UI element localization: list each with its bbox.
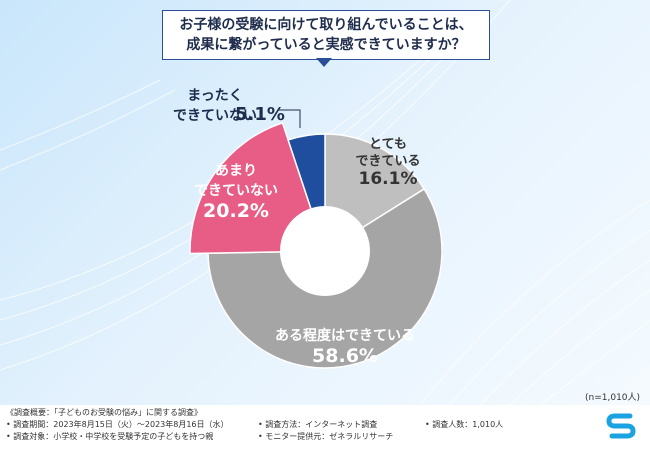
slice-label-1-line-0: ある程度はできている	[275, 327, 415, 344]
donut-hole	[280, 206, 370, 296]
monitor-provider: • モニター提供元：ゼネラルリサーチ	[258, 432, 394, 441]
question-title: お子様の受験に向けて取り組んでいることは、 成果に繋がっていると実感できています…	[162, 10, 490, 60]
slice-label-0-line-0: とても	[369, 137, 407, 152]
title-pointer	[316, 58, 332, 67]
slice-value-2: 20.2%	[203, 200, 269, 222]
survey-method: • 調査方法：インターネット調査	[258, 420, 378, 429]
slice-label-2-line-0: あまり	[215, 163, 257, 179]
slice-label-3-line-1: できていない	[173, 108, 257, 124]
slice-value-3: 5.1%	[235, 104, 285, 125]
slice-value-1: 58.6%	[312, 345, 378, 367]
survey-footer: 《調査概要：「子どものお受験の悩み」に関する調査》 • 調査期間：2023年8月…	[0, 405, 650, 450]
survey-count: • 調査人数：1,010人	[425, 420, 504, 429]
pie-chart: とてもできている16.1%ある程度はできている58.6%あまりできていない20.…	[173, 88, 443, 369]
slice-value-0: 16.1%	[359, 169, 418, 189]
s-logo-icon	[606, 413, 636, 439]
pie-slice-2	[189, 121, 327, 255]
leader-line	[278, 109, 301, 128]
slice-label-2-line-1: できていない	[194, 183, 278, 199]
slice-label-0-line-1: できている	[355, 154, 420, 169]
slice-label-3-line-0: まったく	[187, 88, 242, 104]
title-line-1: お子様の受験に向けて取り組んでいることは、	[179, 17, 473, 33]
survey-period: • 調査期間：2023年8月15日（火）～2023年8月16日（水）	[6, 420, 229, 429]
survey-summary: 《調査概要：「子どものお受験の悩み」に関する調査》	[6, 408, 202, 417]
sample-size: (n=1,010人)	[585, 393, 641, 403]
title-line-2: 成果に繋がっていると実感できていますか？	[186, 37, 466, 53]
survey-target: • 調査対象：小学校・中学校を受験予定の子どもを持つ親	[6, 432, 214, 441]
